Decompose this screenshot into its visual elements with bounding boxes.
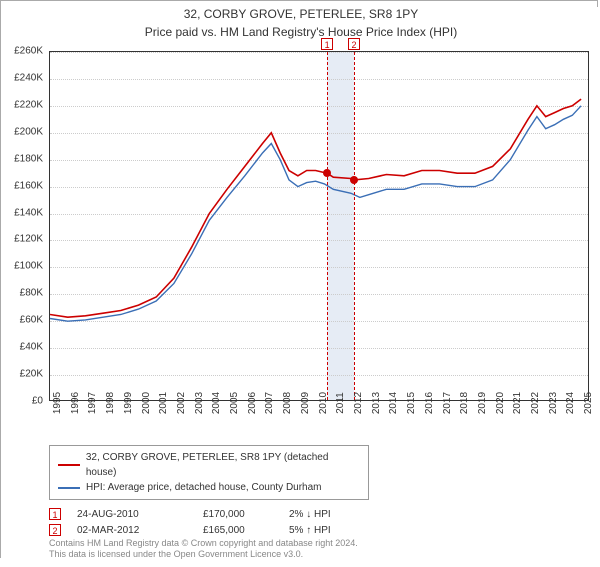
x-tick-label: 2007 [264, 392, 275, 414]
footer-line-2: This data is licensed under the Open Gov… [49, 549, 358, 561]
y-tick-label: £160K [0, 180, 43, 191]
y-tick-label: £0 [0, 396, 43, 407]
sale-row: 2 02-MAR-2012 £165,000 5% ↑ HPI [49, 524, 589, 536]
x-tick-label: 2022 [530, 392, 541, 414]
y-tick-label: £120K [0, 234, 43, 245]
series-property [50, 99, 581, 317]
x-tick-label: 2025 [583, 392, 594, 414]
legend-row: HPI: Average price, detached house, Coun… [58, 480, 360, 495]
y-tick-label: £180K [0, 153, 43, 164]
x-tick-label: 1998 [105, 392, 116, 414]
x-tick-label: 2015 [406, 392, 417, 414]
footer-line-1: Contains HM Land Registry data © Crown c… [49, 538, 358, 550]
sale-marker-box: 1 [321, 38, 333, 50]
legend-swatch [58, 464, 80, 466]
y-tick-label: £100K [0, 261, 43, 272]
sale-price: £165,000 [203, 525, 273, 536]
x-tick-label: 2021 [512, 392, 523, 414]
chart-title: 32, CORBY GROVE, PETERLEE, SR8 1PY [1, 7, 600, 23]
plot-area: 12 £0£20K£40K£60K£80K£100K£120K£140K£160… [49, 51, 589, 401]
y-tick-label: £60K [0, 315, 43, 326]
x-tick-label: 2018 [459, 392, 470, 414]
y-tick-label: £20K [0, 369, 43, 380]
footer: Contains HM Land Registry data © Crown c… [49, 538, 358, 561]
x-tick-label: 2019 [477, 392, 488, 414]
sale-date: 24-AUG-2010 [77, 509, 187, 520]
x-tick-label: 1997 [87, 392, 98, 414]
y-tick-label: £220K [0, 99, 43, 110]
x-tick-label: 2016 [424, 392, 435, 414]
legend-row: 32, CORBY GROVE, PETERLEE, SR8 1PY (deta… [58, 450, 360, 480]
y-tick-label: £40K [0, 342, 43, 353]
legend-label: 32, CORBY GROVE, PETERLEE, SR8 1PY (deta… [86, 450, 360, 480]
chart-subtitle: Price paid vs. HM Land Registry's House … [1, 25, 600, 41]
y-tick-label: £140K [0, 207, 43, 218]
sale-row: 1 24-AUG-2010 £170,000 2% ↓ HPI [49, 508, 589, 520]
x-tick-label: 2005 [229, 392, 240, 414]
legend: 32, CORBY GROVE, PETERLEE, SR8 1PY (deta… [49, 445, 589, 540]
x-tick-label: 2009 [300, 392, 311, 414]
x-tick-label: 2011 [335, 392, 346, 414]
x-tick-label: 1995 [52, 392, 63, 414]
sale-row-marker: 1 [49, 508, 61, 520]
x-tick-label: 2008 [282, 392, 293, 414]
series-hpi [50, 106, 581, 321]
sale-row-marker: 2 [49, 524, 61, 536]
x-tick-label: 2017 [442, 392, 453, 414]
x-tick-label: 2013 [371, 392, 382, 414]
x-tick-label: 1996 [70, 392, 81, 414]
legend-label: HPI: Average price, detached house, Coun… [86, 480, 322, 495]
x-tick-label: 2000 [141, 392, 152, 414]
legend-swatch [58, 487, 80, 489]
y-tick-label: £80K [0, 288, 43, 299]
x-tick-label: 2010 [318, 392, 329, 414]
x-tick-label: 2001 [158, 392, 169, 414]
sale-dot [350, 176, 358, 184]
x-tick-label: 2006 [247, 392, 258, 414]
sale-price: £170,000 [203, 509, 273, 520]
x-tick-label: 2003 [194, 392, 205, 414]
x-tick-label: 2020 [495, 392, 506, 414]
x-tick-label: 2004 [211, 392, 222, 414]
y-tick-label: £200K [0, 126, 43, 137]
x-tick-label: 2002 [176, 392, 187, 414]
x-tick-label: 2014 [388, 392, 399, 414]
sale-marker-box: 2 [348, 38, 360, 50]
sale-dot [323, 169, 331, 177]
sale-vline [354, 52, 355, 400]
sale-diff: 2% ↓ HPI [289, 509, 369, 520]
y-tick-label: £260K [0, 46, 43, 57]
x-tick-label: 1999 [123, 392, 134, 414]
x-tick-label: 2023 [548, 392, 559, 414]
x-tick-label: 2024 [565, 392, 576, 414]
sale-diff: 5% ↑ HPI [289, 525, 369, 536]
chart-container: 32, CORBY GROVE, PETERLEE, SR8 1PY Price… [1, 7, 600, 567]
x-tick-label: 2012 [353, 392, 364, 414]
sale-vline [327, 52, 328, 400]
sale-date: 02-MAR-2012 [77, 525, 187, 536]
y-tick-label: £240K [0, 72, 43, 83]
